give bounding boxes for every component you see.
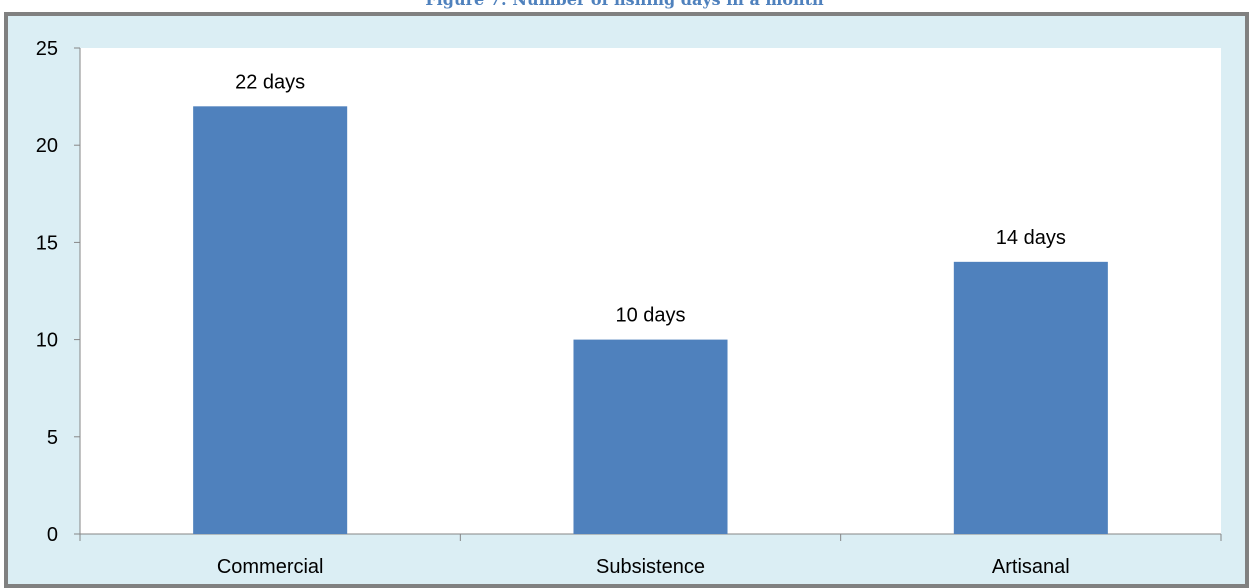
y-axis: 0 5 10 15 20 25	[36, 38, 81, 546]
y-tick-label: 20	[36, 135, 58, 157]
y-tick-label: 5	[47, 427, 58, 449]
bar-commercial	[193, 106, 348, 534]
bar-chart: 0 5 10 15 20 25 Commercial Subsistence Artisana…	[36, 38, 1222, 578]
chart-caption-text: Figure 7: Number of fishing days in a mo…	[0, 0, 1249, 11]
bar-data-label: 22 days	[235, 71, 305, 93]
y-tick-label: 25	[36, 38, 58, 60]
x-category-label: Artisanal	[992, 556, 1070, 578]
bar-subsistence	[573, 339, 728, 534]
bar-data-label: 10 days	[615, 305, 685, 327]
x-category-label: Subsistence	[596, 556, 705, 578]
bars	[193, 106, 1108, 534]
chart-frame: 0 5 10 15 20 25 Commercial Subsistence Artisana…	[4, 12, 1249, 588]
bar-artisanal	[953, 261, 1108, 534]
y-tick-label: 0	[47, 524, 58, 546]
x-axis: Commercial Subsistence Artisanal	[79, 533, 1222, 578]
bar-data-label: 14 days	[996, 227, 1066, 249]
y-tick-label: 15	[36, 232, 58, 254]
x-category-label: Commercial	[217, 556, 324, 578]
y-tick-label: 10	[36, 330, 58, 352]
data-labels: 22 days 10 days 14 days	[235, 71, 1066, 326]
chart-caption: Figure 7: Number of fishing days in a mo…	[0, 0, 1249, 14]
